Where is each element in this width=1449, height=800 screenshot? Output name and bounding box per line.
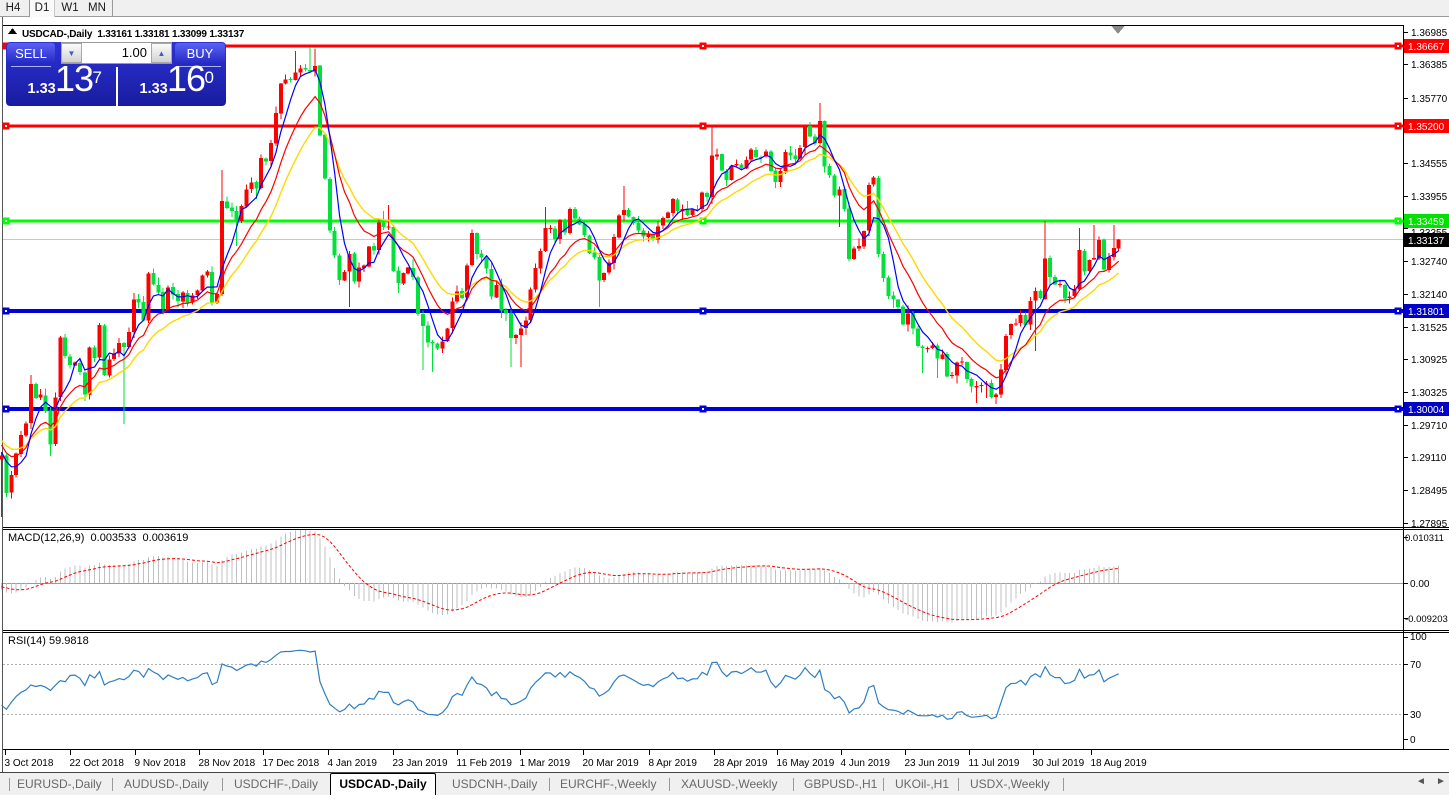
svg-text:1.31801: 1.31801 (1408, 307, 1445, 318)
svg-text:1 Mar 2019: 1 Mar 2019 (520, 758, 571, 769)
svg-text:4 Jun 2019: 4 Jun 2019 (841, 758, 891, 769)
svg-text:18 Aug 2019: 18 Aug 2019 (1091, 758, 1148, 769)
svg-text:11 Jul 2019: 11 Jul 2019 (969, 758, 1020, 769)
svg-text:-0.009203: -0.009203 (1405, 614, 1448, 625)
svg-text:23 Jan 2019: 23 Jan 2019 (393, 758, 448, 769)
svg-text:100: 100 (1410, 632, 1427, 643)
svg-text:20 Mar 2019: 20 Mar 2019 (583, 758, 640, 769)
svg-text:1.33955: 1.33955 (1411, 192, 1448, 203)
svg-text:4 Jan 2019: 4 Jan 2019 (328, 758, 378, 769)
svg-text:22 Oct 2018: 22 Oct 2018 (70, 758, 125, 769)
svg-text:0.00: 0.00 (1410, 579, 1430, 590)
svg-text:0: 0 (1410, 735, 1416, 746)
svg-text:1.29110: 1.29110 (1411, 453, 1447, 464)
svg-text:28 Nov 2018: 28 Nov 2018 (199, 758, 256, 769)
svg-text:0.010311: 0.010311 (1405, 533, 1444, 544)
svg-text:17 Dec 2018: 17 Dec 2018 (263, 758, 320, 769)
svg-text:30: 30 (1410, 710, 1422, 721)
svg-text:1.30925: 1.30925 (1411, 355, 1448, 366)
svg-text:1.29710: 1.29710 (1411, 421, 1448, 432)
svg-text:USDCAD-,Daily 1.33161 1.33181: USDCAD-,Daily 1.33161 1.33181 1.33099 1.… (22, 29, 245, 40)
svg-text:23 Jun 2019: 23 Jun 2019 (905, 758, 960, 769)
svg-text:1.32740: 1.32740 (1411, 257, 1448, 268)
svg-text:16 May 2019: 16 May 2019 (777, 758, 835, 769)
svg-text:1.35770: 1.35770 (1411, 94, 1448, 105)
svg-text:1.35200: 1.35200 (1408, 122, 1445, 133)
svg-text:MACD(12,26,9) 0.003533 0.003: MACD(12,26,9) 0.003533 0.003619 (8, 532, 188, 544)
svg-text:9 Nov 2018: 9 Nov 2018 (135, 758, 187, 769)
svg-text:1.30325: 1.30325 (1411, 388, 1448, 399)
svg-text:3 Oct 2018: 3 Oct 2018 (5, 758, 54, 769)
svg-text:1.34555: 1.34555 (1411, 159, 1448, 170)
svg-text:1.33137: 1.33137 (1408, 236, 1445, 247)
svg-text:30 Jul 2019: 30 Jul 2019 (1033, 758, 1085, 769)
svg-text:1.36985: 1.36985 (1411, 28, 1448, 39)
svg-text:RSI(14) 59.9818: RSI(14) 59.9818 (8, 635, 89, 647)
svg-text:1.31525: 1.31525 (1411, 323, 1448, 334)
svg-text:70: 70 (1410, 660, 1422, 671)
svg-text:11 Feb 2019: 11 Feb 2019 (457, 758, 513, 769)
svg-text:1.36667: 1.36667 (1408, 42, 1445, 53)
svg-text:1.32140: 1.32140 (1411, 290, 1448, 301)
svg-text:8 Apr 2019: 8 Apr 2019 (649, 758, 698, 769)
svg-text:1.33459: 1.33459 (1408, 217, 1445, 228)
svg-text:1.27895: 1.27895 (1411, 519, 1448, 530)
svg-text:1.28495: 1.28495 (1411, 486, 1448, 497)
svg-text:1.30004: 1.30004 (1408, 405, 1445, 416)
svg-text:1.36385: 1.36385 (1411, 60, 1448, 71)
svg-text:28 Apr 2019: 28 Apr 2019 (714, 758, 768, 769)
